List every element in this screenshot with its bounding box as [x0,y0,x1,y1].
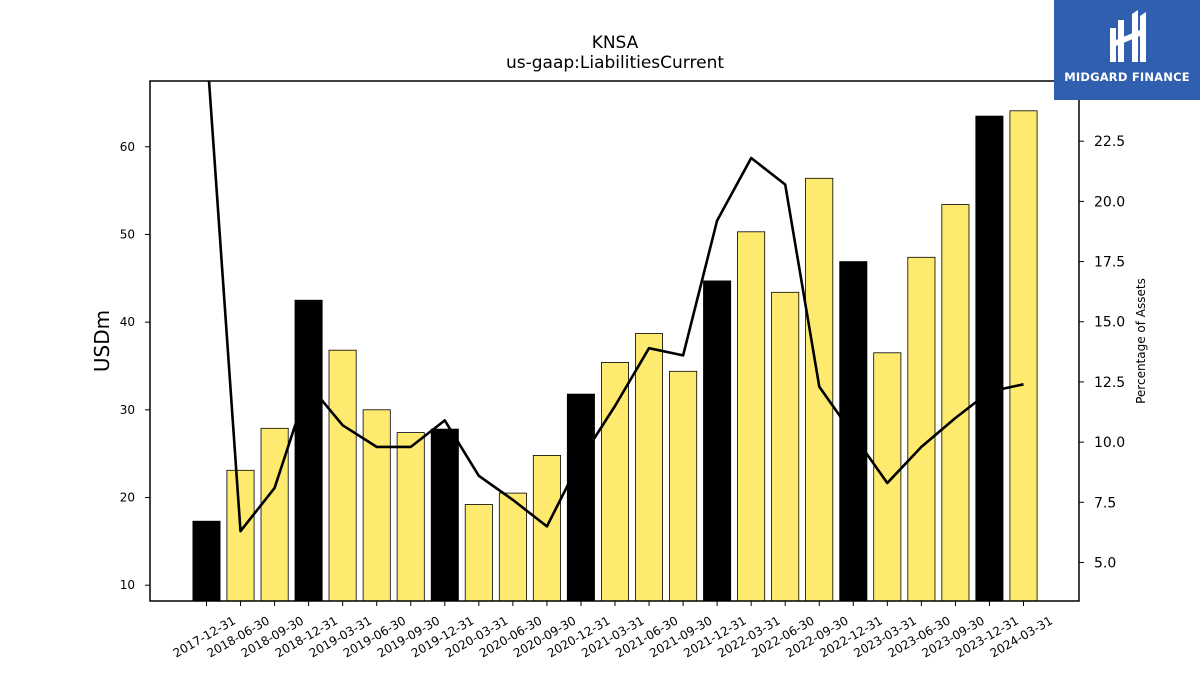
y-axis-right-label: Percentage of Assets [1134,278,1148,404]
y-right-tick-label: 7.5 [1094,495,1116,511]
bar-2020-09-30 [532,454,561,602]
line-series [207,81,1024,533]
y-axis-label: USDm [90,310,114,372]
chart-title: KNSA [592,33,639,53]
bar-2021-09-30 [669,370,698,602]
bar-2023-12-31 [975,115,1004,602]
bar-2019-03-31 [328,349,357,602]
bar-2017-12-31 [192,520,221,602]
bar-2021-06-30 [635,333,664,602]
bar-2020-06-30 [498,492,527,602]
x-axis: 2017-12-312018-06-302018-09-302018-12-31… [171,601,1055,660]
bar-2019-12-31 [430,428,459,602]
bar-2019-09-30 [396,432,425,602]
bar-2018-06-30 [226,469,255,602]
y-tick-label: 40 [120,315,135,329]
y-tick-label: 10 [120,578,135,592]
y-tick-label: 50 [120,227,135,241]
y-axis-right: 5.0 7.5 10.0 12.5 15.0 17.5 20.0 22.5 [1079,134,1125,571]
y-axis-left: 10 20 30 40 50 60 [120,140,150,592]
midgard-finance-logo: MIDGARD FINANCE [1054,0,1200,100]
y-right-tick-label: 10.0 [1094,435,1125,451]
bar-2018-09-30 [260,427,289,602]
y-right-tick-label: 5.0 [1094,555,1116,571]
bar-2023-06-30 [907,256,936,602]
bar-2023-03-31 [873,352,902,602]
y-tick-label: 20 [120,491,135,505]
y-right-tick-label: 20.0 [1094,194,1125,210]
bar-2020-03-31 [464,504,493,602]
bar-2020-12-31 [566,393,595,602]
bar-2022-06-30 [771,291,800,602]
bar-series [192,110,1038,602]
bar-2024-03-31 [1009,110,1038,602]
bar-2022-12-31 [839,261,868,602]
bar-2021-12-31 [703,280,732,602]
bar-2023-09-30 [941,204,970,602]
y-tick-label: 30 [120,403,135,417]
bar-2019-06-30 [362,409,391,602]
y-tick-label: 60 [120,140,135,154]
y-right-tick-label: 12.5 [1094,375,1125,391]
y-right-tick-label: 17.5 [1094,255,1125,271]
bar-2022-09-30 [805,177,834,602]
chart-subtitle: us-gaap:LiabilitiesCurrent [506,53,724,73]
bar-2021-03-31 [601,362,630,602]
logo-mark-icon [1110,10,1146,62]
bar-2018-12-31 [294,299,323,602]
percentage-line [207,81,1024,533]
logo-text: MIDGARD FINANCE [1064,70,1190,84]
y-right-tick-label: 15.0 [1094,315,1125,331]
bar-2022-03-31 [737,231,766,602]
y-right-tick-label: 22.5 [1094,134,1125,150]
